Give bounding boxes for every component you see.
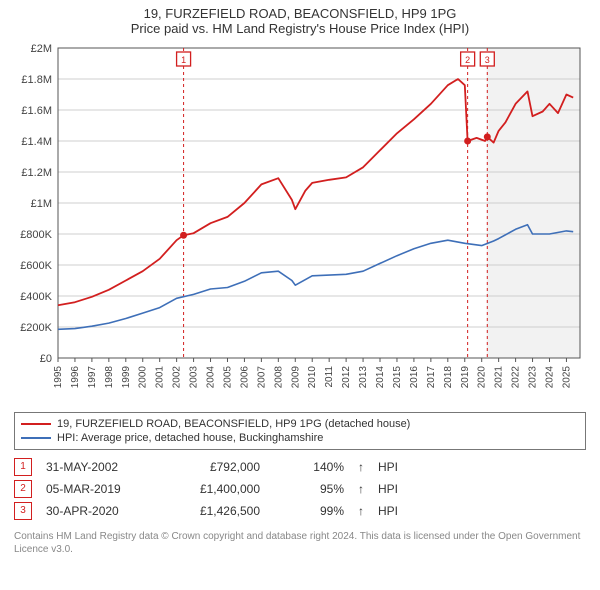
x-tick-label: 1999: [121, 366, 132, 389]
y-tick-label: £200K: [20, 322, 52, 334]
arrow-up-icon: ↑: [358, 504, 364, 518]
sale-pct: 140%: [274, 460, 344, 474]
sale-price: £792,000: [170, 460, 260, 474]
y-tick-label: £600K: [20, 260, 52, 272]
x-tick-label: 1995: [53, 366, 64, 389]
sale-badge-label-3: 3: [485, 55, 490, 65]
x-tick-label: 2010: [307, 366, 318, 389]
sale-point-2: [464, 138, 471, 145]
y-tick-label: £1M: [31, 198, 52, 210]
sale-date: 31-MAY-2002: [46, 460, 156, 474]
x-tick-label: 2023: [528, 366, 539, 389]
x-tick-label: 2022: [511, 366, 522, 389]
x-tick-label: 2006: [239, 366, 250, 389]
x-tick-label: 1996: [70, 366, 81, 389]
x-tick-label: 2015: [392, 366, 403, 389]
x-tick-label: 2009: [290, 366, 301, 389]
sale-price: £1,400,000: [170, 482, 260, 496]
sale-date: 30-APR-2020: [46, 504, 156, 518]
legend-label: HPI: Average price, detached house, Buck…: [57, 432, 323, 444]
x-tick-label: 2025: [561, 366, 572, 389]
sale-pct: 95%: [274, 482, 344, 496]
x-tick-label: 2020: [477, 366, 488, 389]
x-tick-label: 1998: [104, 366, 115, 389]
x-tick-label: 2013: [358, 366, 369, 389]
x-tick-label: 2000: [138, 366, 149, 389]
x-tick-label: 2019: [460, 366, 471, 389]
legend-row: 19, FURZEFIELD ROAD, BEACONSFIELD, HP9 1…: [21, 417, 579, 431]
x-tick-label: 2011: [324, 366, 335, 388]
x-tick-label: 2005: [222, 366, 233, 389]
x-tick-label: 1997: [87, 366, 98, 389]
sale-pct: 99%: [274, 504, 344, 518]
y-tick-label: £800K: [20, 229, 52, 241]
sale-suffix: HPI: [378, 460, 398, 474]
x-tick-label: 2024: [544, 366, 555, 389]
y-tick-label: £1.2M: [21, 167, 52, 179]
sale-suffix: HPI: [378, 482, 398, 496]
sale-row: 3 30-APR-2020 £1,426,500 99% ↑ HPI: [14, 500, 586, 522]
sale-row-badge: 2: [14, 480, 32, 498]
x-tick-label: 2007: [256, 366, 267, 389]
x-tick-label: 2016: [409, 366, 420, 389]
y-tick-label: £400K: [20, 291, 52, 303]
page: 19, FURZEFIELD ROAD, BEACONSFIELD, HP9 1…: [0, 0, 600, 590]
legend-label: 19, FURZEFIELD ROAD, BEACONSFIELD, HP9 1…: [57, 418, 410, 430]
x-tick-label: 2012: [341, 366, 352, 389]
footnote: Contains HM Land Registry data © Crown c…: [14, 530, 586, 556]
sale-row-badge: 3: [14, 502, 32, 520]
legend-swatch: [21, 437, 51, 439]
x-tick-label: 2002: [172, 366, 183, 389]
sale-row-badge: 1: [14, 458, 32, 476]
chart: £0 £200K £400K £600K £800K £1M £1.2M £1.4M £1.6M…: [10, 42, 590, 404]
x-tick-label: 2017: [426, 366, 437, 389]
chart-title-subtitle: Price paid vs. HM Land Registry's House …: [10, 21, 590, 36]
sale-row: 2 05-MAR-2019 £1,400,000 95% ↑ HPI: [14, 478, 586, 500]
legend-swatch: [21, 423, 51, 425]
arrow-up-icon: ↑: [358, 482, 364, 496]
sale-point-1: [180, 232, 187, 239]
sale-badge-label-1: 1: [181, 55, 186, 65]
arrow-up-icon: ↑: [358, 460, 364, 474]
x-tick-label: 2014: [375, 366, 386, 389]
x-tick-label: 2004: [206, 366, 217, 389]
sales-table: 1 31-MAY-2002 £792,000 140% ↑ HPI 2 05-MAR-2019…: [14, 456, 586, 522]
x-tick-label: 2008: [273, 366, 284, 389]
x-tick-label: 2001: [155, 366, 166, 389]
sale-suffix: HPI: [378, 504, 398, 518]
x-tick-label: 2018: [443, 366, 454, 389]
sale-price: £1,426,500: [170, 504, 260, 518]
y-tick-label: £1.6M: [21, 105, 52, 117]
chart-title-address: 19, FURZEFIELD ROAD, BEACONSFIELD, HP9 1…: [10, 6, 590, 21]
sale-date: 05-MAR-2019: [46, 482, 156, 496]
sale-badge-label-2: 2: [465, 55, 470, 65]
x-tick-label: 2003: [189, 366, 200, 389]
sale-point-3: [484, 133, 491, 140]
y-tick-label: £1.8M: [21, 74, 52, 86]
y-tick-label: £2M: [31, 43, 52, 55]
y-tick-label: £1.4M: [21, 136, 52, 148]
title-block: 19, FURZEFIELD ROAD, BEACONSFIELD, HP9 1…: [0, 0, 600, 38]
legend: 19, FURZEFIELD ROAD, BEACONSFIELD, HP9 1…: [14, 412, 586, 450]
legend-row: HPI: Average price, detached house, Buck…: [21, 431, 579, 445]
sale-row: 1 31-MAY-2002 £792,000 140% ↑ HPI: [14, 456, 586, 478]
chart-svg: £0 £200K £400K £600K £800K £1M £1.2M £1.4M £1.6M…: [10, 42, 590, 404]
y-tick-label: £0: [40, 353, 52, 365]
x-tick-label: 2021: [494, 366, 505, 389]
